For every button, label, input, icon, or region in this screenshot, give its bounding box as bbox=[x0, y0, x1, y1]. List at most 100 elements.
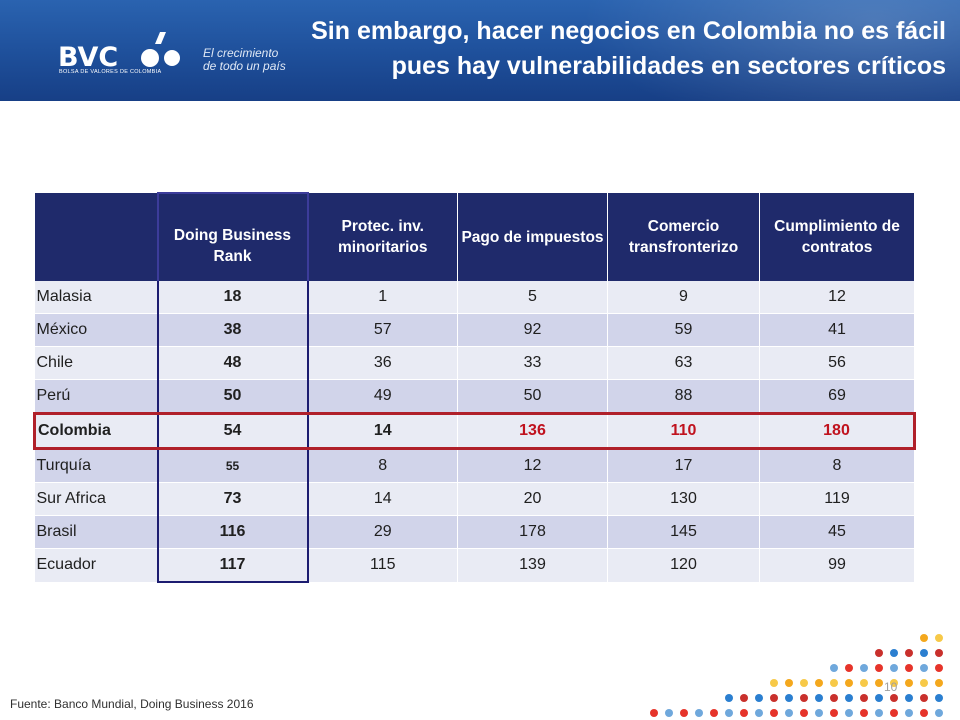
decorative-dot bbox=[770, 679, 778, 687]
value-cell: 50 bbox=[457, 379, 608, 414]
decorative-dot bbox=[890, 679, 898, 687]
decorative-dot bbox=[875, 694, 883, 702]
decorative-dot bbox=[830, 709, 838, 717]
decorative-dot bbox=[905, 709, 913, 717]
decorative-dot bbox=[920, 664, 928, 672]
table-body: Malasia 18 1 5 9 12 México 38 57 92 59 41 Chile 48 36 3… bbox=[33, 281, 916, 583]
table-row: México 38 57 92 59 41 bbox=[34, 313, 915, 347]
value-cell: 63 bbox=[607, 346, 760, 380]
decorative-dot bbox=[755, 709, 763, 717]
country-cell: Perú bbox=[34, 379, 158, 414]
decorative-dot bbox=[845, 709, 853, 717]
table-row: Malasia 18 1 5 9 12 bbox=[34, 281, 915, 314]
column-header-taxes: Pago de impuestos bbox=[457, 193, 608, 281]
value-cell: 99 bbox=[759, 548, 915, 583]
decorative-dot bbox=[875, 664, 883, 672]
decorative-dot bbox=[905, 679, 913, 687]
decorative-dot bbox=[785, 694, 793, 702]
decorative-dot bbox=[920, 709, 928, 717]
country-cell: Chile bbox=[34, 346, 158, 380]
value-cell: 29 bbox=[307, 515, 458, 549]
value-cell: 136 bbox=[457, 412, 608, 450]
decorative-dot bbox=[935, 649, 943, 657]
decorative-dot bbox=[755, 694, 763, 702]
value-cell: 45 bbox=[759, 515, 915, 549]
rank-cell: 117 bbox=[156, 548, 309, 583]
header-sheen bbox=[580, 0, 960, 101]
decorative-dot bbox=[770, 694, 778, 702]
decorative-dot bbox=[920, 679, 928, 687]
decorative-dot bbox=[935, 679, 943, 687]
value-cell: 178 bbox=[457, 515, 608, 549]
value-cell: 88 bbox=[607, 379, 760, 414]
country-cell: Ecuador bbox=[34, 548, 158, 583]
tagline-line-2: de todo un país bbox=[203, 59, 286, 73]
decorative-dot bbox=[935, 664, 943, 672]
decorative-dot bbox=[920, 694, 928, 702]
decorative-dot bbox=[770, 709, 778, 717]
decorative-dot bbox=[875, 679, 883, 687]
value-cell: 57 bbox=[307, 313, 458, 347]
decorative-dot bbox=[815, 679, 823, 687]
decorative-dot bbox=[800, 679, 808, 687]
value-cell: 12 bbox=[759, 281, 915, 314]
decorative-dot bbox=[785, 709, 793, 717]
decorative-dot bbox=[740, 709, 748, 717]
value-cell: 33 bbox=[457, 346, 608, 380]
value-cell: 8 bbox=[759, 448, 915, 483]
value-cell: 120 bbox=[607, 548, 760, 583]
country-cell: Sur Africa bbox=[34, 482, 158, 516]
country-cell: Malasia bbox=[34, 281, 158, 314]
value-cell: 9 bbox=[607, 281, 760, 314]
decorative-dot bbox=[875, 709, 883, 717]
value-cell: 17 bbox=[607, 448, 760, 483]
doing-business-table: Doing Business Rank Protec. inv. minorit… bbox=[33, 192, 916, 583]
value-cell: 14 bbox=[307, 412, 458, 450]
decorative-dot bbox=[710, 709, 718, 717]
value-cell: 20 bbox=[457, 482, 608, 516]
value-cell: 41 bbox=[759, 313, 915, 347]
decorative-dot bbox=[725, 709, 733, 717]
decorative-dot bbox=[845, 664, 853, 672]
decorative-dot bbox=[860, 694, 868, 702]
value-cell: 180 bbox=[759, 412, 916, 450]
column-header-cross-border-trade: Comercio transfronterizo bbox=[607, 193, 760, 281]
table-row: Turquía 55 8 12 17 8 bbox=[34, 448, 915, 483]
logo-mark-icon bbox=[141, 32, 180, 67]
value-cell: 115 bbox=[307, 548, 458, 583]
decorative-dot bbox=[935, 709, 943, 717]
table-row: Sur Africa 73 14 20 130 119 bbox=[34, 482, 915, 516]
decorative-dot bbox=[845, 694, 853, 702]
slide-title: Sin embargo, hacer negocios en Colombia … bbox=[306, 14, 946, 84]
decorative-dot bbox=[830, 694, 838, 702]
table-row: Colombia 54 14 136 110 180 bbox=[33, 412, 916, 450]
header-banner: BVC BOLSA DE VALORES DE COLOMBIA El crec… bbox=[0, 0, 960, 101]
decorative-dot bbox=[860, 679, 868, 687]
decorative-dot bbox=[785, 679, 793, 687]
value-cell: 59 bbox=[607, 313, 760, 347]
value-cell: 119 bbox=[759, 482, 915, 516]
value-cell: 69 bbox=[759, 379, 915, 414]
column-header-contract-enforcement: Cumplimiento de contratos bbox=[759, 193, 915, 281]
value-cell: 110 bbox=[607, 412, 760, 450]
decorative-dot bbox=[935, 634, 943, 642]
decorative-dot bbox=[740, 694, 748, 702]
decorative-dot bbox=[815, 694, 823, 702]
decorative-dot bbox=[725, 694, 733, 702]
decorative-dot bbox=[890, 694, 898, 702]
country-cell: Colombia bbox=[33, 412, 158, 450]
value-cell: 8 bbox=[307, 448, 458, 483]
decorative-dot bbox=[665, 709, 673, 717]
column-header-rank: Doing Business Rank bbox=[156, 192, 309, 281]
table-row: Ecuador 117 115 139 120 99 bbox=[34, 548, 915, 583]
decorative-dot bbox=[800, 709, 808, 717]
value-cell: 14 bbox=[307, 482, 458, 516]
column-header-country bbox=[34, 193, 158, 281]
tagline-line-1: El crecimiento bbox=[203, 46, 279, 60]
decorative-dot bbox=[830, 679, 838, 687]
decorative-dot bbox=[890, 664, 898, 672]
decorative-dot bbox=[905, 694, 913, 702]
doing-business-table-wrap: Doing Business Rank Protec. inv. minorit… bbox=[33, 192, 916, 583]
decorative-dot bbox=[845, 679, 853, 687]
rank-cell: 38 bbox=[156, 313, 309, 347]
